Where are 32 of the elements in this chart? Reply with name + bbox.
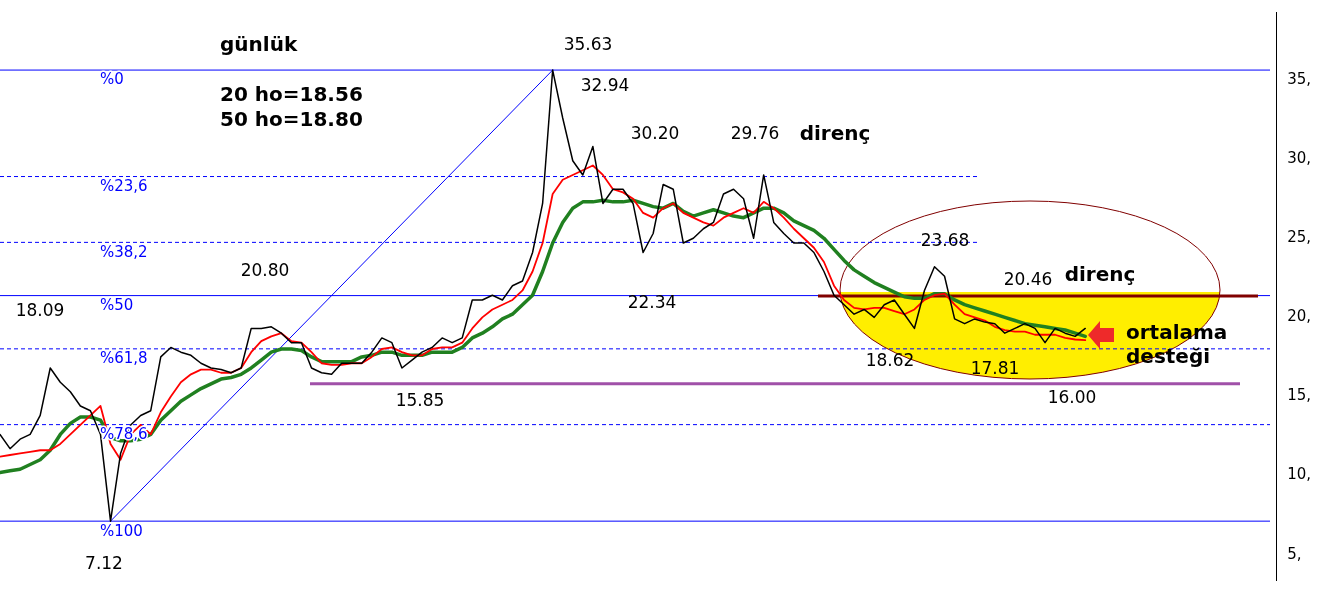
y-tick-label: 25, bbox=[1287, 228, 1311, 247]
y-tick-label: 20, bbox=[1287, 307, 1311, 326]
text: günlük bbox=[220, 32, 298, 56]
annotation: %38,2 bbox=[100, 242, 148, 261]
annotation: 23.68 bbox=[920, 230, 970, 250]
y-tick-label: 15, bbox=[1287, 386, 1311, 405]
annotation: %0 bbox=[100, 70, 124, 89]
annotation: 32.94 bbox=[580, 75, 630, 95]
annotation: 20.80 bbox=[240, 260, 290, 280]
annotation: 7.12 bbox=[85, 553, 123, 573]
y-tick-label: 5, bbox=[1287, 544, 1302, 563]
annotation: %100 bbox=[100, 521, 143, 540]
y-tick-label: 10, bbox=[1287, 465, 1311, 484]
annotation: 35.63 bbox=[563, 34, 613, 54]
annotation: 18.62 bbox=[865, 350, 915, 370]
annotation: 20 ho=18.56 bbox=[220, 82, 363, 106]
annotation: %50 bbox=[100, 296, 134, 314]
annotation: 29.76 bbox=[730, 123, 780, 143]
annotation: 20.46 bbox=[1003, 269, 1053, 289]
annotation: 16.00 bbox=[1047, 387, 1097, 407]
y-tick-label: 30, bbox=[1287, 149, 1311, 168]
annotation: 30.20 bbox=[630, 123, 680, 143]
annotation: direnç bbox=[1064, 262, 1136, 286]
annotation: %23,6 bbox=[100, 176, 148, 195]
annotation: 50 ho=18.80 bbox=[220, 107, 363, 131]
annotation: 18.09 bbox=[15, 300, 65, 320]
annotation: 15.85 bbox=[395, 390, 445, 410]
annotation: %61,8 bbox=[100, 349, 148, 368]
annotation: 22.34 bbox=[627, 292, 677, 312]
y-tick-label: 35, bbox=[1287, 69, 1311, 88]
annotation: 17.81 bbox=[970, 358, 1020, 378]
annotation: direnç bbox=[799, 121, 871, 145]
